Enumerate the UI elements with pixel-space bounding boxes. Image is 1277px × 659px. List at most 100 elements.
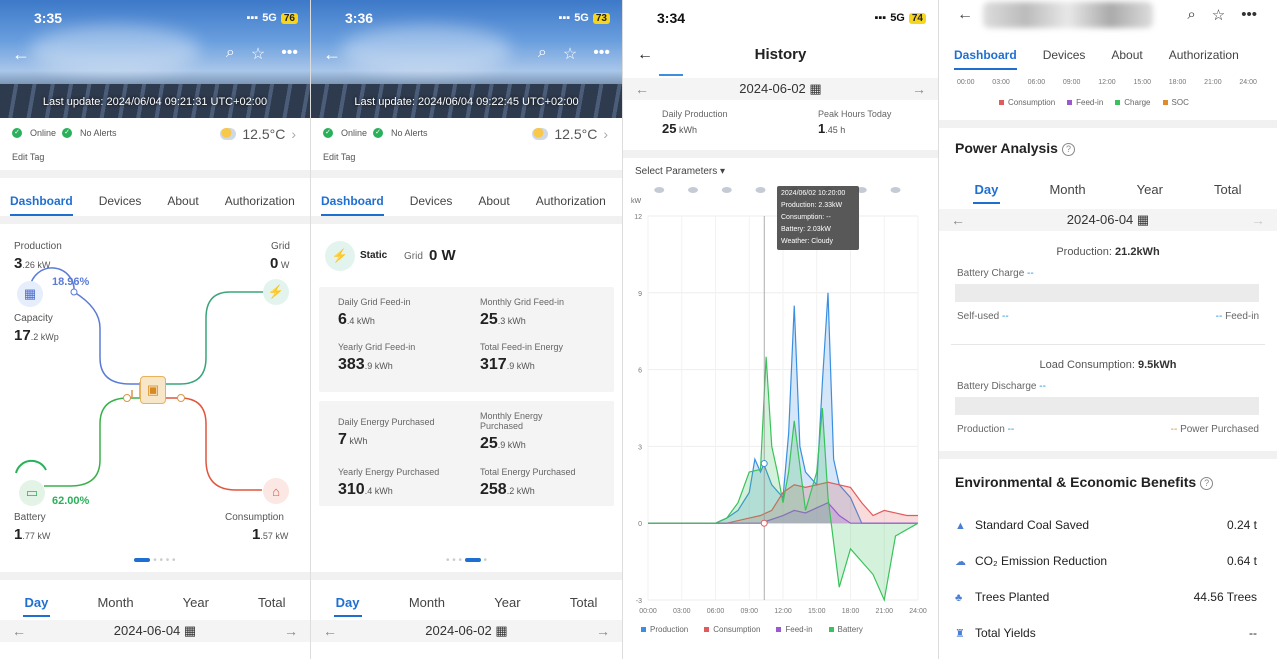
back-arrow-icon[interactable]: ← (12, 44, 30, 64)
prev-date-icon[interactable]: ← (12, 623, 26, 639)
tab-year[interactable]: Year (494, 595, 521, 610)
tab-about[interactable]: About (478, 194, 510, 208)
tab-authorization[interactable]: Authorization (1168, 48, 1239, 62)
production-source-label: Production -- (957, 424, 1015, 435)
legend-battery[interactable]: Battery (828, 625, 863, 634)
weather-cloud-icon (721, 187, 732, 193)
tab-month[interactable]: Month (1049, 182, 1086, 197)
legend-feed-in[interactable]: Feed-in (1067, 98, 1103, 107)
env-benefits-title: Environmental & Economic Benefits? (955, 474, 1214, 490)
tab-day[interactable]: Day (972, 182, 1001, 204)
top-legend: Consumption Feed-in Charge SOC (999, 98, 1189, 107)
date-picker[interactable]: 2024-06-04 ▦ (1066, 212, 1150, 227)
more-icon[interactable]: ••• (1241, 6, 1257, 23)
blurred-title (983, 2, 1153, 28)
purchased-card: Daily Energy Purchased 7 kWh Monthly Ener… (319, 401, 614, 506)
solar-panel-icon[interactable]: ▦ (17, 281, 43, 307)
monthly-feed-in: Monthly Grid Feed-in 25.3 kWh (480, 297, 565, 328)
more-icon[interactable]: ••• (593, 44, 610, 61)
tab-month[interactable]: Month (408, 595, 445, 610)
inverter-icon[interactable]: ▣ (140, 376, 166, 404)
network-label: 5G (574, 12, 589, 24)
star-icon[interactable]: ☆ (1211, 7, 1226, 24)
status-row: ✓ Online ✓ No Alerts (323, 128, 428, 138)
tab-authorization[interactable]: Authorization (224, 194, 295, 208)
static-label: Static (360, 250, 388, 261)
time-axis: 00:00 03:00 06:00 09:00 12:00 15:00 18:00 21:00… (957, 79, 1257, 86)
date-picker[interactable]: 2024-06-04 ▦ (113, 623, 197, 638)
next-date-icon[interactable]: → (1250, 212, 1265, 228)
next-date-icon[interactable]: → (283, 623, 298, 639)
select-parameters-dropdown[interactable]: Select Parameters ▾ (635, 166, 726, 177)
tab-total[interactable]: Total (258, 595, 286, 610)
daily-feed-in: Daily Grid Feed-in 6.4 kWh (338, 297, 411, 328)
tab-authorization[interactable]: Authorization (535, 194, 606, 208)
prev-date-icon[interactable]: ← (951, 212, 965, 228)
grid-tower-icon[interactable]: ⚡ (263, 279, 289, 305)
star-icon[interactable]: ☆ (562, 46, 578, 63)
next-date-icon[interactable]: → (595, 623, 610, 639)
x-tick-label: 21:00 (875, 608, 893, 615)
alerts-label: No Alerts (80, 128, 117, 138)
back-arrow-icon[interactable]: ← (323, 44, 341, 64)
network-label: 5G (890, 12, 905, 24)
prev-date-icon[interactable]: ← (323, 623, 337, 639)
edit-tag-link[interactable]: Edit Tag (12, 152, 45, 162)
edit-tag-link[interactable]: Edit Tag (323, 152, 356, 162)
more-icon[interactable]: ••• (281, 44, 298, 61)
star-icon[interactable]: ☆ (250, 46, 266, 63)
battery-indicator: 76 (280, 12, 298, 24)
back-arrow-icon[interactable]: ← (637, 46, 653, 63)
battery-value: 1.77 kW (14, 526, 51, 543)
weather-cloud-icon (755, 187, 766, 193)
legend-charge[interactable]: Charge (1115, 98, 1151, 107)
feed-in-label: -- Feed-in (1215, 311, 1259, 322)
tab-dashboard[interactable]: Dashboard (321, 194, 384, 216)
tab-dashboard[interactable]: Dashboard (954, 48, 1017, 70)
page-indicator: • • • • (445, 555, 488, 566)
panel-grid-details: 3:36 ▪▪▪ 5G 73 ← ⌕ ☆ ••• Last update: 2024/0… (311, 0, 622, 659)
legend-soc[interactable]: SOC (1162, 98, 1189, 107)
search-icon[interactable]: ⌕ (1187, 6, 1196, 23)
weather[interactable]: 12.5°C › (220, 126, 296, 142)
online-check-icon: ✓ (12, 128, 22, 138)
tab-day[interactable]: Day (22, 595, 51, 617)
tab-year[interactable]: Year (1136, 182, 1163, 197)
weather-cloud-icon (856, 187, 867, 193)
weather[interactable]: 12.5°C › (532, 126, 608, 142)
tab-devices[interactable]: Devices (98, 194, 142, 208)
date-picker[interactable]: 2024-06-02 ▦ (739, 81, 822, 96)
feed-in-card: Daily Grid Feed-in 6.4 kWh Monthly Grid F… (319, 287, 614, 392)
battery-percent: 62.00% (52, 495, 90, 507)
back-arrow-icon[interactable]: ← (957, 6, 973, 23)
search-icon[interactable]: ⌕ (537, 44, 547, 61)
series-line-feed-in (648, 501, 918, 524)
prev-date-icon[interactable]: ← (635, 81, 649, 97)
calendar-icon: ▦ (183, 623, 197, 638)
signal-icon: ▪▪▪ (874, 12, 887, 24)
search-icon[interactable]: ⌕ (225, 44, 235, 61)
tab-about[interactable]: About (1111, 48, 1143, 62)
help-icon[interactable]: ? (1061, 142, 1075, 156)
tab-devices[interactable]: Devices (1042, 48, 1086, 62)
date-picker[interactable]: 2024-06-02 ▦ (425, 623, 508, 638)
tab-dashboard[interactable]: Dashboard (10, 194, 73, 216)
legend-consumption[interactable]: Consumption (704, 625, 760, 634)
help-icon[interactable]: ? (1200, 476, 1214, 490)
tab-devices[interactable]: Devices (409, 194, 453, 208)
tab-total[interactable]: Total (1214, 182, 1242, 197)
tab-month[interactable]: Month (97, 595, 134, 610)
tab-day[interactable]: Day (333, 595, 362, 617)
history-chart[interactable]: -3 0 3 6 9 12 00:00 03:00 06:00 09:00 12:00 15:00 18… (623, 180, 938, 640)
next-date-icon[interactable]: → (911, 81, 926, 97)
legend-production[interactable]: Production (641, 625, 688, 634)
self-used-label: Self-used -- (957, 311, 1009, 322)
tab-year[interactable]: Year (182, 595, 209, 610)
tab-total[interactable]: Total (569, 595, 598, 610)
tab-about[interactable]: About (167, 194, 199, 208)
legend-consumption[interactable]: Consumption (999, 98, 1055, 107)
battery-icon[interactable]: ▭ (19, 480, 45, 506)
online-label: Online (30, 128, 57, 138)
home-icon[interactable]: ⌂ (263, 478, 289, 504)
legend-feed-in[interactable]: Feed-in (776, 625, 813, 634)
